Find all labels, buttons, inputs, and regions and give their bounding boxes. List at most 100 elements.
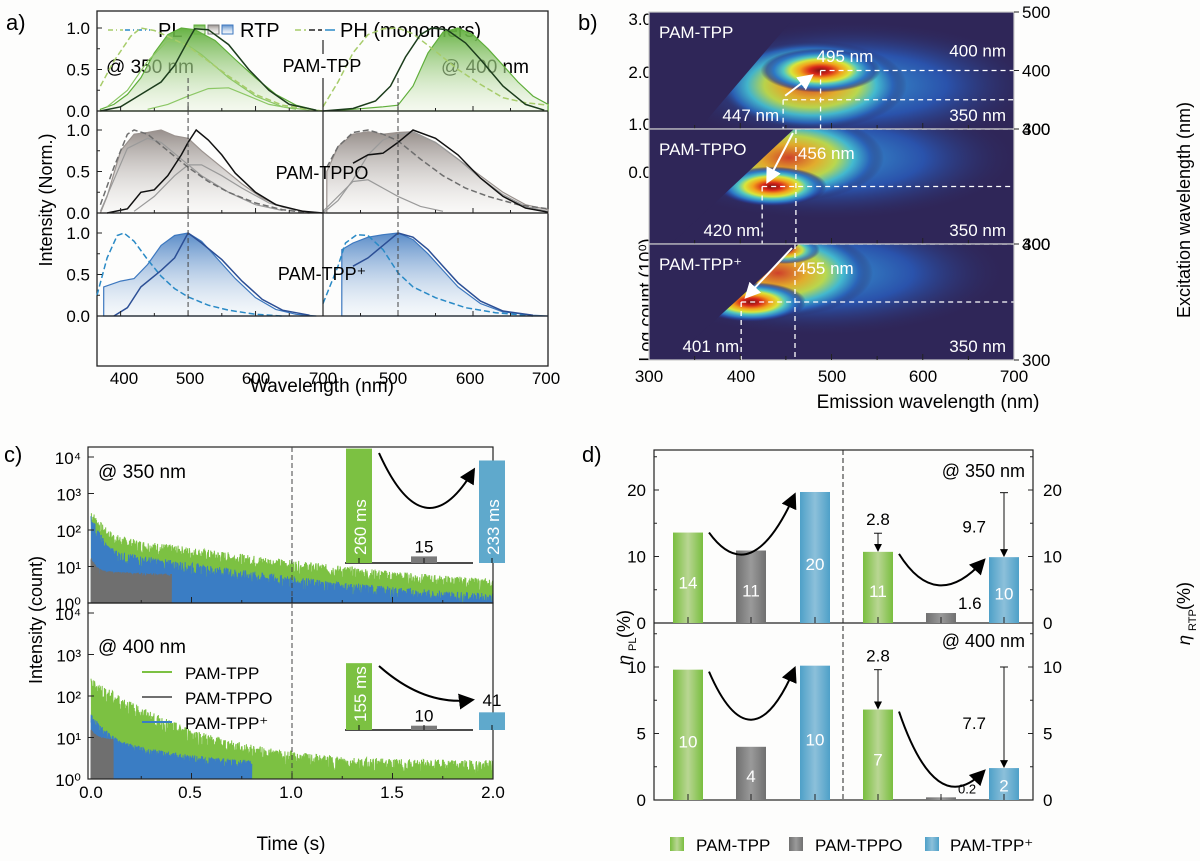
rtp-line-gray-right-3 [322,179,444,212]
peak-label-low: 401 nm [682,337,739,356]
peak-label-high: 495 nm [817,47,874,66]
y-tick-label-b-right: 500 [1022,3,1050,22]
y-tick-label-a: 0.0 [66,102,90,121]
y-tick-label-c: 10² [56,522,81,541]
pl-bar-tppo [736,550,766,623]
pl-bar-tppplus [800,665,830,800]
legend-rtp-swatch-blue [221,24,234,35]
pl-bar-tpp [673,532,703,623]
colorbar-tick-3: 3.0 [628,10,652,29]
legend-c-label-tppo: PAM-TPPO [185,689,273,708]
x-tick-b-700: 700 [1000,367,1028,386]
y-tick-label-d-left: 10 [627,658,646,677]
pl-bar-label-tppo: 11 [742,581,760,600]
y-tick-label-a: 1.0 [66,224,90,243]
inset-bar-tpp [346,663,372,730]
x-tick-b-400: 400 [727,367,755,386]
decay-PAM-TPP⁺ [90,714,253,779]
y-tick-label-d-right: 5 [1043,725,1052,744]
inset-bar-tppplus [479,460,505,563]
x-tick-a-600r: 600 [456,369,484,388]
ph-curve-green-left [100,28,317,112]
y-tick-label-d-left: 5 [637,725,646,744]
rtp-line-green-left-2 [106,39,310,111]
row-name-a-tpp: PAM-TPP [283,56,362,76]
heatmap-row-name: PAM-TPP [659,23,733,42]
pl-trend-arrow [708,666,797,721]
eta-rtp-symbol: η [1174,635,1194,645]
y-tick-label-a: 0.5 [66,266,90,285]
row-name-a-tppplus: PAM-TPP⁺ [278,264,366,284]
x-axis-label-b: Emission wavelength (nm) [817,392,1040,413]
panel-label-c: c) [4,442,22,467]
peak-label-high: 455 nm [797,259,854,278]
y-tick-label-d-left: 20 [627,481,646,500]
y-tick-label-d-right: 20 [1043,481,1062,500]
rtp-bar-tpp [863,709,893,800]
inset-label-tppo: 15 [415,537,434,556]
legend-d-swatch-tpp [670,837,684,851]
legend-c-label-tppplus: PAM-TPP⁺ [185,714,268,733]
pl-bar-tppplus [800,491,830,623]
legend-c-label-tpp: PAM-TPP [185,664,259,683]
x-tick-c-1: 0.5 [178,783,202,802]
pl-bar-tppo [736,746,766,800]
rtp-trend-arrow [898,553,986,587]
y-tick-label-a: 0.0 [66,307,90,326]
y-tick-label-b-right: 300 [1022,120,1050,139]
panel-c: c) Intensity (count) Time (s) 10⁰ 10¹ 10² 1… [4,442,505,855]
pl-curve-blue-right [322,233,534,317]
y-tick-label-d-left: 10 [627,548,646,567]
y-tick-label-c: 10⁴ [55,605,81,624]
eta-rtp-unit: (%) [1174,582,1194,610]
pl-bar-label-tpp: 14 [679,573,698,592]
ph-curve-gray-left [106,128,324,214]
rtp-bar-label-tpp: 7 [873,750,882,769]
pl-curve-green-left [99,27,324,112]
peak-label-low: 420 nm [703,221,760,240]
rtp-trend-arrow [898,711,986,788]
x-tick-b-500: 500 [818,367,846,386]
heatmap-mask [649,129,794,244]
annotation-label: 2.8 [866,647,890,666]
y-axis-label-c: Intensity (count) [26,556,46,684]
colorbar-tick-2: 2.0 [628,63,652,82]
x-tick-c-3: 1.5 [380,783,404,802]
colorbar-tick-1: 1.0 [628,115,652,134]
ph-curve-green-right [322,27,545,112]
panel-a-frame [96,10,549,367]
heatmap-mask [649,12,799,129]
y-axis-label-d-left: η PL (%) [614,610,639,665]
plot-frame-c [87,602,494,780]
x-tick-a-700r: 700 [532,369,560,388]
heatmap-mask [649,244,799,360]
rtp-bar-tpp [863,551,893,623]
inset-label-tppplus: 41 [483,691,502,710]
annotation-label: 2.8 [866,510,890,529]
legend-a: PL RTP PH (monomers) [108,20,481,42]
annotation-label: 7.7 [962,714,986,733]
ph-curve-blue-left [113,231,310,317]
eta-pl-symbol: η [614,655,634,665]
y-axis-label-a: Intensity (Norm.) [36,133,56,266]
y-tick-label-d-right: 0 [1043,791,1052,810]
y-tick-label-d-right: 10 [1043,658,1062,677]
ph-curve-blue-right [352,232,534,316]
rtp-line-gray-left-3 [133,164,297,212]
rtp-bar-label-tppplus: 2 [999,777,1008,796]
inset-trend-arrow [378,452,476,509]
eta-pl-subscript: PL [627,638,639,651]
level-label-350: 350 nm [949,337,1006,356]
panel-label-b: b) [578,10,598,35]
inset-trend-arrow [378,665,475,710]
inset-label-tppo: 10 [415,707,434,726]
y-tick-label-b-right: 400 [1022,62,1050,81]
inset-label-tpp: 260 ms [351,499,370,555]
peak-label-high: 456 nm [798,144,855,163]
legend-c: PAM-TPP PAM-TPPO PAM-TPP⁺ [142,664,273,733]
y-tick-label-d-left: 0 [637,791,646,810]
peak-label-low: 447 nm [722,106,779,125]
x-tick-c-4: 2.0 [481,783,505,802]
